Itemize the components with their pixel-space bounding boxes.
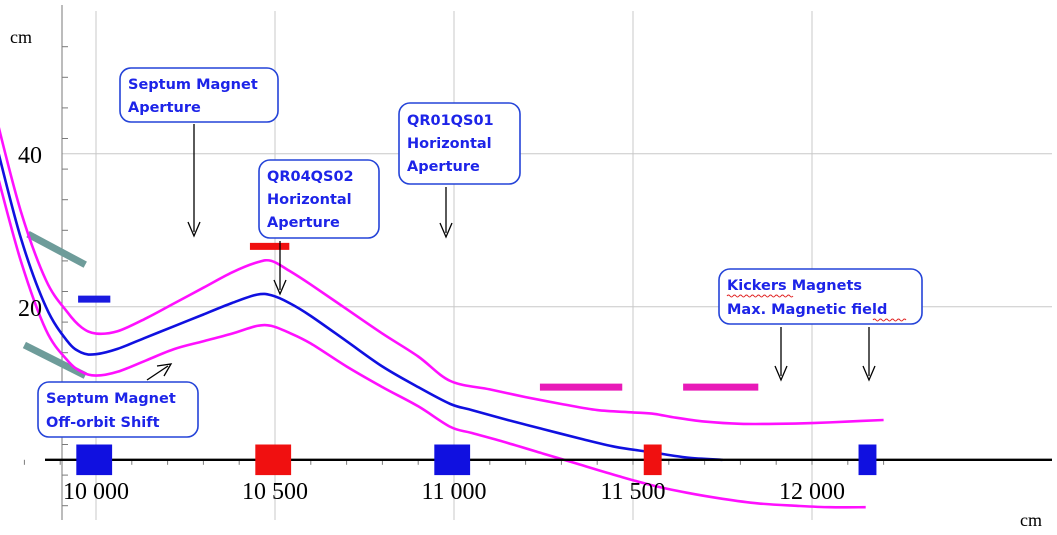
series-line-3 <box>0 179 866 509</box>
x-tick-label: 12 000 <box>779 479 845 505</box>
callout-qr01qs01: QR01QS01 Horizontal Aperture <box>398 102 521 239</box>
magnet-marker-5 <box>643 444 662 476</box>
callout-qr04qs02-arrowhead <box>273 279 287 296</box>
spellcheck-squiggle-2 <box>872 318 907 322</box>
y-tick-label: 20 <box>18 296 42 322</box>
y-tick-label: 40 <box>18 143 42 169</box>
callout-kickers: Kickers Magnets Max. Magnetic field <box>718 268 923 382</box>
magnet-markers <box>76 444 877 476</box>
callout-septum-shift-line-2: Off-orbit Shift <box>46 415 160 431</box>
tick-labels: 10 000 10 500 11 000 11 500 12 000 20 40 <box>18 143 845 505</box>
callout-qr01qs01-line-2: Horizontal <box>407 136 492 152</box>
callout-septum-aperture-arrowhead <box>187 221 201 238</box>
callout-qr01qs01-line-1: QR01QS01 <box>407 113 494 129</box>
magnet-marker-2 <box>76 444 113 476</box>
x-tick-label: 10 500 <box>242 479 308 505</box>
callout-septum-shift-arrow <box>146 365 169 381</box>
callout-septum-shift-line-1: Septum Magnet <box>46 391 176 407</box>
callout-septum-aperture-line-2: Aperture <box>128 100 201 116</box>
y-axis-unit: cm <box>10 27 32 47</box>
callout-kickers-line-2: Max. Magnetic field <box>727 302 887 318</box>
callout-qr01qs01-arrowhead <box>439 222 453 239</box>
callout-qr04qs02: QR04QS02 Horizontal Aperture <box>258 159 380 296</box>
callout-septum-aperture-line-1: Septum Magnet <box>128 77 258 93</box>
callout-qr04qs02-line-2: Horizontal <box>267 192 352 208</box>
magnet-marker-6 <box>858 444 877 476</box>
callout-qr04qs02-line-1: QR04QS02 <box>267 169 354 185</box>
series-lines <box>0 127 884 509</box>
x-tick-label: 11 000 <box>421 479 486 505</box>
aperture-marks <box>22 231 759 391</box>
x-tick-label: 10 000 <box>63 479 129 505</box>
callout-kickers-line-1: Kickers Magnets <box>727 278 862 294</box>
series-line-2 <box>0 127 884 426</box>
aperture-bar-1 <box>26 231 87 268</box>
callout-qr04qs02-line-3: Aperture <box>267 215 340 231</box>
callouts: Septum Magnet Aperture QR04QS02 Horizont… <box>37 67 923 438</box>
x-tick-label: 11 500 <box>600 479 665 505</box>
axis-units: cm cm <box>10 27 1042 530</box>
callout-kickers-arrowhead-2 <box>862 365 876 382</box>
magnet-marker-4 <box>434 444 471 476</box>
aperture-bar-2 <box>22 341 87 379</box>
series-line-1 <box>0 153 723 462</box>
callout-septum-shift: Septum Magnet Off-orbit Shift <box>37 363 199 438</box>
callout-septum-aperture: Septum Magnet Aperture <box>119 67 279 238</box>
spellcheck-squiggle-1 <box>726 294 794 298</box>
magnet-marker-3 <box>255 444 292 476</box>
callout-kickers-arrowhead-1 <box>774 365 788 382</box>
x-axis-unit: cm <box>1020 510 1042 530</box>
callout-qr01qs01-line-3: Aperture <box>407 159 480 175</box>
callout-septum-shift-arrowhead <box>156 363 173 377</box>
